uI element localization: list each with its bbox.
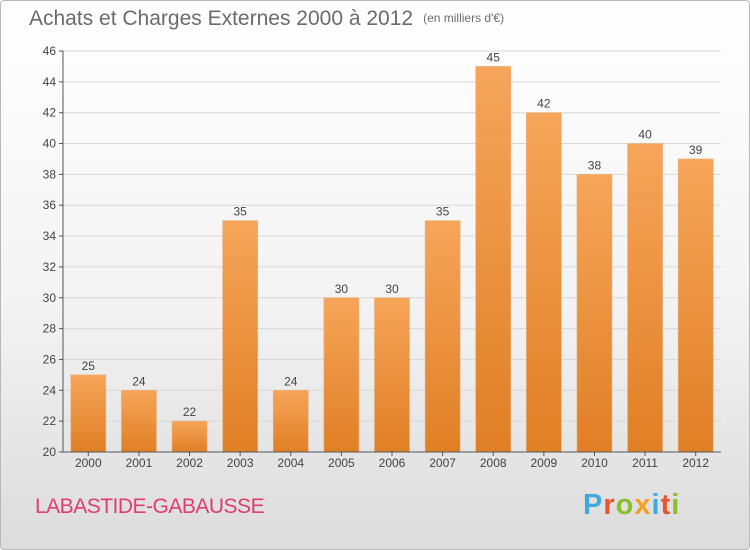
y-tick-label: 36 bbox=[43, 198, 57, 212]
bar bbox=[70, 374, 107, 453]
y-tick-label: 38 bbox=[43, 167, 57, 181]
bar bbox=[272, 390, 309, 453]
y-tick-label: 20 bbox=[43, 445, 57, 459]
proxiti-logo: Proxiti bbox=[583, 489, 681, 521]
bar-value-label: 24 bbox=[132, 374, 146, 388]
y-tick-label: 30 bbox=[43, 291, 57, 305]
y-tick-label: 46 bbox=[43, 44, 57, 58]
y-tick-label: 44 bbox=[43, 75, 57, 89]
chart-title: Achats et Charges Externes 2000 à 2012 (e… bbox=[29, 7, 504, 31]
bar-value-label: 40 bbox=[638, 128, 652, 142]
bar bbox=[374, 297, 410, 453]
bar-value-label: 35 bbox=[436, 205, 450, 219]
bar bbox=[171, 420, 208, 453]
y-tick-label: 42 bbox=[43, 106, 57, 120]
x-tick-label: 2009 bbox=[530, 456, 557, 470]
bar bbox=[627, 143, 663, 453]
x-tick-label: 2007 bbox=[429, 456, 456, 470]
x-tick-label: 2003 bbox=[227, 456, 254, 470]
chart-title-text: Achats et Charges Externes 2000 à 2012 bbox=[29, 7, 414, 30]
bar bbox=[424, 220, 461, 453]
y-tick-label: 32 bbox=[43, 260, 57, 274]
bar-value-label: 35 bbox=[233, 205, 247, 219]
y-tick-label: 34 bbox=[43, 229, 57, 243]
x-tick-label: 2005 bbox=[328, 456, 355, 470]
x-tick-label: 2001 bbox=[126, 456, 153, 470]
bar-value-label: 22 bbox=[183, 405, 197, 419]
bar bbox=[677, 158, 714, 453]
bar-value-label: 39 bbox=[689, 143, 703, 157]
bar-value-label: 45 bbox=[487, 50, 501, 64]
y-tick-label: 24 bbox=[43, 383, 57, 397]
bar-value-label: 24 bbox=[284, 374, 298, 388]
x-tick-label: 2006 bbox=[379, 456, 406, 470]
y-tick-label: 22 bbox=[43, 414, 57, 428]
bar-value-label: 42 bbox=[537, 97, 551, 111]
x-tick-label: 2000 bbox=[75, 456, 102, 470]
bar bbox=[222, 220, 258, 453]
bar bbox=[576, 174, 613, 453]
y-tick-label: 40 bbox=[43, 137, 57, 151]
y-tick-label: 26 bbox=[43, 352, 57, 366]
bar-value-label: 38 bbox=[588, 158, 602, 172]
x-tick-label: 2011 bbox=[632, 456, 658, 470]
bar-value-label: 30 bbox=[385, 282, 399, 296]
chart-subtitle: (en milliers d'€) bbox=[423, 11, 505, 25]
x-tick-label: 2008 bbox=[480, 456, 507, 470]
bar bbox=[323, 297, 360, 453]
y-tick-label: 28 bbox=[43, 322, 57, 336]
x-tick-label: 2010 bbox=[581, 456, 608, 470]
bar bbox=[475, 66, 512, 453]
bar-value-label: 30 bbox=[335, 282, 349, 296]
bar-value-label: 25 bbox=[82, 359, 96, 373]
bar bbox=[121, 390, 157, 453]
x-tick-label: 2004 bbox=[277, 456, 304, 470]
x-tick-label: 2012 bbox=[682, 456, 709, 470]
bar bbox=[526, 112, 562, 453]
town-name: LABASTIDE-GABAUSSE bbox=[35, 495, 265, 518]
x-tick-label: 2002 bbox=[176, 456, 203, 470]
